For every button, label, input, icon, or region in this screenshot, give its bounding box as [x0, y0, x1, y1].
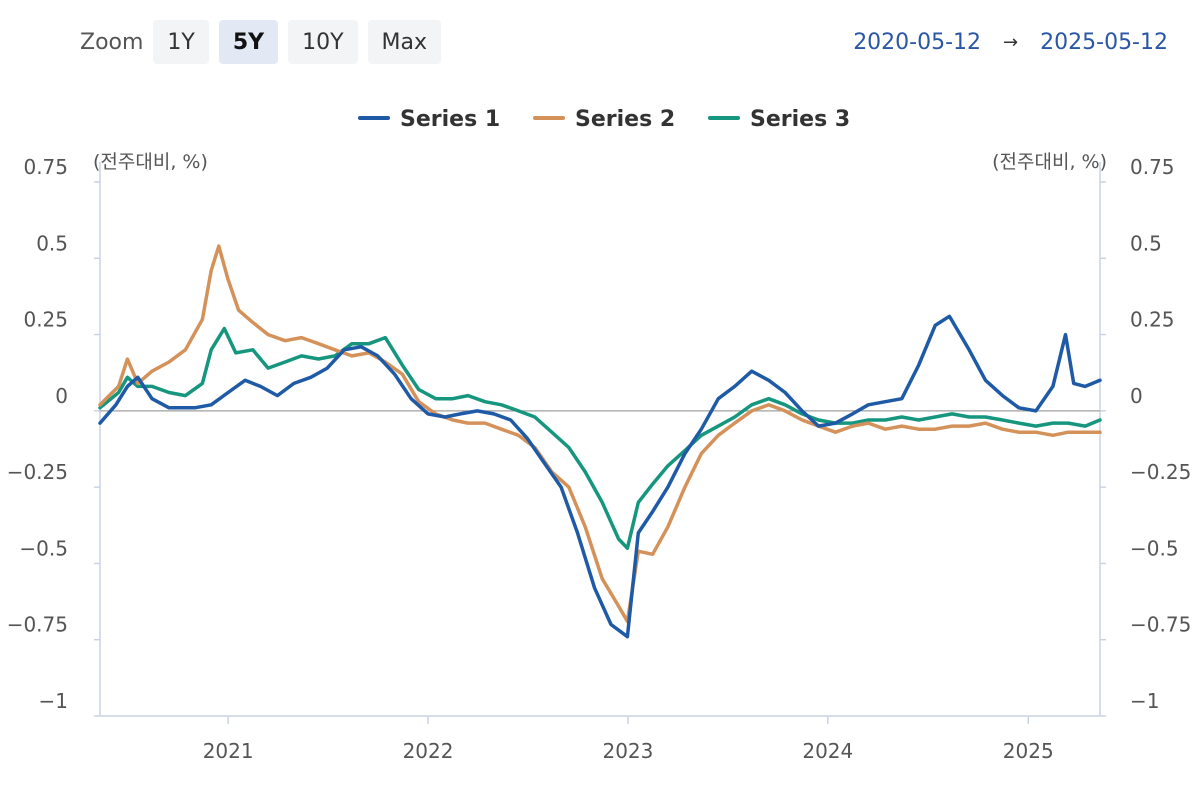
y-tick-label-left: 0 [55, 384, 68, 408]
zoom-bar: Zoom 1Y 5Y 10Y Max [80, 20, 451, 64]
y-tick-label-right: −0.5 [1130, 536, 1179, 560]
x-tick-label: 2024 [802, 739, 853, 763]
zoom-10y-button[interactable]: 10Y [288, 20, 358, 64]
x-tick-label: 2023 [602, 739, 653, 763]
y-tick-label-left: 0.5 [36, 231, 68, 255]
y-tick-label-right: −1 [1130, 689, 1159, 713]
y-tick-label-left: 0.75 [23, 155, 68, 179]
series-line-series-1 [98, 314, 1102, 639]
y-tick-label-left: −1 [39, 689, 68, 713]
y-tick-label-right: −0.75 [1130, 613, 1191, 637]
y-tick-label-left: 0.25 [23, 308, 68, 332]
legend-label: Series 2 [575, 107, 675, 132]
y-tick-label-right: 0.75 [1130, 155, 1175, 179]
y-tick-label-left: −0.25 [7, 460, 68, 484]
range-start-date[interactable]: 2020-05-12 [853, 29, 982, 55]
legend-label: Series 3 [750, 107, 850, 132]
y-tick-label-right: 0 [1130, 384, 1143, 408]
x-tick-label: 2025 [1003, 739, 1054, 763]
x-tick-label: 2021 [203, 739, 254, 763]
series-line-series-3 [98, 326, 1102, 550]
y-tick-label-right: −0.25 [1130, 460, 1191, 484]
zoom-max-button[interactable]: Max [367, 20, 442, 64]
zoom-5y-button[interactable]: 5Y [218, 20, 279, 64]
y-tick-label-right: 0.5 [1130, 231, 1162, 255]
chart-axes: −1 −1 −0.75 −0.75 −0.5 −0.5 −0.25 −0.25 0 0 0.25 0.… [7, 155, 1192, 763]
range-arrow-icon: → [1003, 31, 1019, 53]
y-axis-unit-left: (전주대비, %) [93, 151, 208, 173]
date-range: 2020-05-12 → 2025-05-12 [853, 20, 1168, 64]
y-axis-unit-right: (전주대비, %) [992, 151, 1107, 173]
legend-label: Series 1 [400, 107, 500, 132]
y-tick-label-left: −0.75 [7, 613, 68, 637]
y-tick-label-left: −0.5 [19, 536, 68, 560]
y-tick-label-right: 0.25 [1130, 308, 1175, 332]
zoom-1y-button[interactable]: 1Y [153, 20, 209, 64]
chart-legend: Series 1 Series 2 Series 3 [358, 107, 850, 132]
series-line-series-2 [98, 244, 1102, 624]
range-end-date[interactable]: 2025-05-12 [1040, 29, 1168, 55]
x-tick-label: 2022 [403, 739, 454, 763]
plot-area [98, 244, 1102, 639]
zoom-label: Zoom [80, 29, 144, 55]
